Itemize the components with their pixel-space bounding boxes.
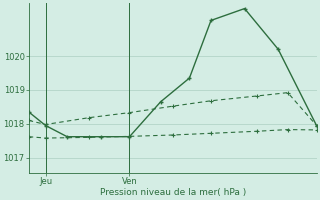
- X-axis label: Pression niveau de la mer( hPa ): Pression niveau de la mer( hPa ): [100, 188, 246, 197]
